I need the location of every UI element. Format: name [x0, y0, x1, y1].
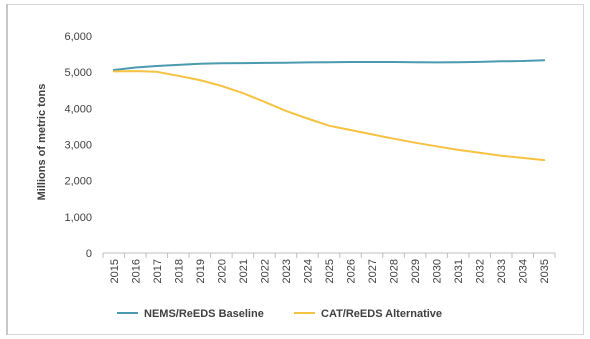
x-tick-label: 2033 — [496, 259, 508, 283]
x-tick-label: 2028 — [389, 259, 401, 283]
y-tick-label: 6,000 — [64, 31, 92, 43]
x-tick-label: 2023 — [281, 259, 293, 283]
x-tick-label: 2025 — [324, 259, 336, 283]
x-tick-label: 2029 — [410, 259, 422, 283]
y-tick-label: 3,000 — [64, 140, 92, 152]
x-tick-label: 2022 — [259, 259, 271, 283]
chart-frame — [6, 4, 584, 335]
y-tick-label: 4,000 — [64, 103, 92, 115]
series-line-1 — [112, 59, 546, 71]
legend: NEMS/ReEDS Baseline CAT/ReEDS Alternative — [117, 308, 442, 320]
x-axis: 2015 2016 2017 2018 2019 2020 2021 2022 2023 2024… — [102, 252, 556, 283]
y-axis-label: Millions of metric tons — [36, 84, 48, 201]
x-tick-label: 2027 — [367, 259, 379, 283]
y-tick-label: 2,000 — [64, 176, 92, 188]
legend-label: NEMS/ReEDS Baseline — [144, 308, 264, 320]
x-tick-label: 2031 — [453, 259, 465, 283]
x-tick-label: 2015 — [109, 259, 121, 283]
x-tick-label: 2021 — [238, 259, 250, 283]
series-line-2 — [112, 70, 546, 162]
legend-label: CAT/ReEDS Alternative — [321, 308, 442, 320]
frame-left-edge — [6, 4, 8, 335]
x-tick-label: 2016 — [130, 259, 142, 283]
x-tick-label: 2020 — [216, 259, 228, 283]
y-axis: 0 1,000 2,000 3,000 4,000 5,000 6,000 — [64, 31, 92, 260]
x-tick-label: 2019 — [195, 259, 207, 283]
y-tick-label: 5,000 — [64, 67, 92, 79]
x-tick-label: 2032 — [475, 259, 487, 283]
x-tick-label: 2035 — [539, 259, 551, 283]
x-tick-label: 2026 — [346, 259, 358, 283]
x-tick-label: 2030 — [432, 259, 444, 283]
y-tick-label: 1,000 — [64, 212, 92, 224]
x-tick-label: 2024 — [302, 259, 314, 283]
x-tick-label: 2017 — [152, 259, 164, 283]
x-tick-label: 2018 — [173, 259, 185, 283]
x-tick-label: 2034 — [518, 259, 530, 283]
y-tick-label: 0 — [86, 248, 92, 260]
series-layer — [112, 59, 546, 162]
